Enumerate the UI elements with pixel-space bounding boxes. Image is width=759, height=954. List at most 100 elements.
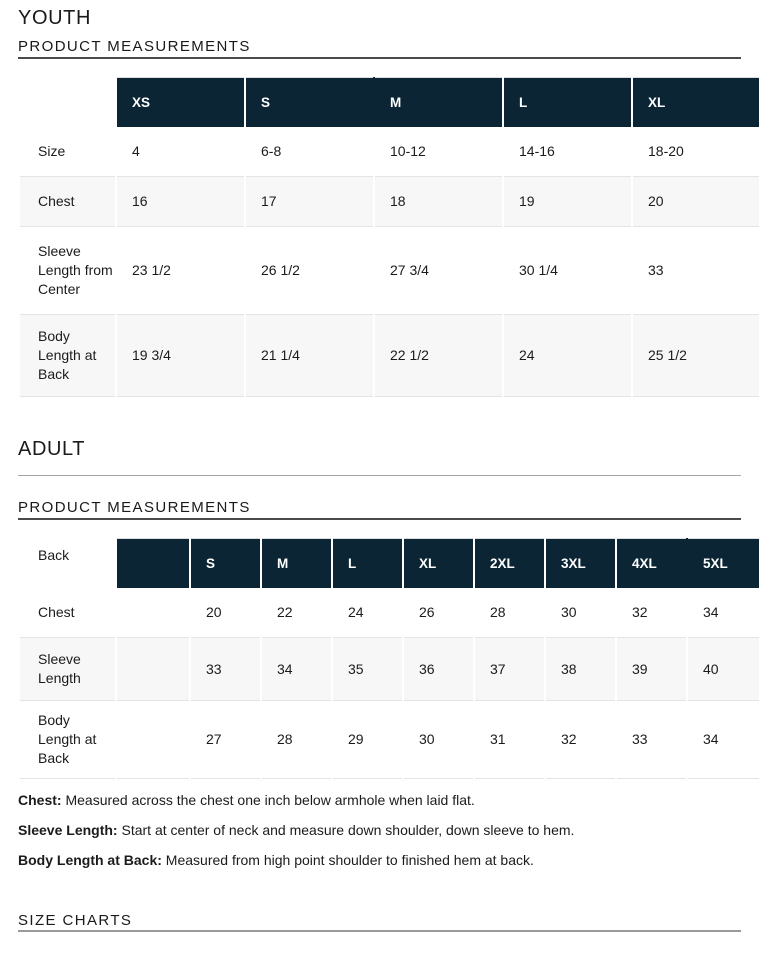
- note-body-length: Body Length at Back: Measured from high …: [18, 851, 759, 870]
- column-header-m: M: [262, 538, 331, 588]
- measurement-cell: 14-16: [519, 143, 555, 159]
- measurement-cell: 35: [333, 637, 402, 700]
- measurement-cell: 22 1/2: [375, 314, 502, 397]
- adult-heading: ADULT: [18, 438, 86, 460]
- adult-header-row: Back S M L XL 2XL 3XL 4XL 5XL: [20, 538, 759, 588]
- measurement-cell: 24: [504, 314, 631, 397]
- measurement-cell: 33: [191, 637, 260, 700]
- measurement-cell: 28: [490, 604, 506, 620]
- column-header-3xl: 3XL: [546, 538, 615, 588]
- measurement-cell: 22: [277, 604, 293, 620]
- measurement-cell: 30 1/4: [504, 226, 631, 314]
- table-row-sleeve-length: Sleeve Length from Center 23 1/2 26 1/2 …: [20, 226, 759, 314]
- measurement-cell: 18-20: [648, 143, 684, 159]
- section-divider: [18, 475, 741, 476]
- measurement-cell: 20: [633, 176, 759, 226]
- column-header-xl: XL: [404, 538, 473, 588]
- spacer-cell: [117, 588, 189, 637]
- measurement-cell: 17: [246, 176, 373, 226]
- row-label: Body Length at Back: [20, 700, 115, 779]
- youth-heading: YOUTH: [18, 7, 91, 29]
- note-text: Measured from high point shoulder to fin…: [165, 852, 534, 868]
- measurement-cell: 32: [546, 700, 615, 779]
- youth-section-title-rule: PRODUCT MEASUREMENTS: [18, 39, 741, 59]
- youth-section-title: PRODUCT MEASUREMENTS: [18, 38, 251, 55]
- measurement-cell: 26 1/2: [246, 226, 373, 314]
- measurement-cell: 33: [633, 226, 759, 314]
- column-header-xs: XS: [117, 77, 244, 127]
- measurement-cell: 6-8: [261, 143, 282, 159]
- measurement-cell: 26: [419, 604, 435, 620]
- measurement-cell: 16: [117, 176, 244, 226]
- column-header-l: L: [333, 538, 402, 588]
- measurement-cell: 30: [404, 700, 473, 779]
- column-header-xl: XL: [633, 77, 759, 127]
- size-chart-page: YOUTH PRODUCT MEASUREMENTS XS S M L XL S…: [18, 7, 759, 932]
- measurement-cell: 20: [206, 604, 222, 620]
- table-row-size: Size 4 6-8 10-12 14-16 18-20: [20, 127, 759, 176]
- measurement-cell: 27: [191, 700, 260, 779]
- row-label: Sleeve Length from Center: [20, 226, 115, 314]
- measurement-cell: 21 1/4: [246, 314, 373, 397]
- table-row-chest: Chest 16 17 18 19 20: [20, 176, 759, 226]
- measurement-cell: 40: [688, 637, 759, 700]
- column-header-s: S: [191, 538, 260, 588]
- note-sleeve-length: Sleeve Length: Start at center of neck a…: [18, 821, 759, 840]
- empty-header-cell: [117, 538, 189, 588]
- measurement-cell: 34: [688, 700, 759, 779]
- table-row-sleeve-length: Sleeve Length 33 34 35 36 37 38 39 40: [20, 637, 759, 700]
- measurement-cell: 18: [375, 176, 502, 226]
- measurement-cell: 19 3/4: [117, 314, 244, 397]
- measurement-cell: 31: [475, 700, 544, 779]
- adult-corner-cell: Back: [38, 547, 70, 563]
- column-header-s: S: [246, 77, 373, 127]
- note-text: Measured across the chest one inch below…: [65, 792, 475, 808]
- youth-header-row: XS S M L XL: [20, 77, 759, 127]
- adult-section-title: PRODUCT MEASUREMENTS: [18, 499, 251, 516]
- table-row-body-length: Body Length at Back 27 28 29 30 31 32 33…: [20, 700, 759, 779]
- measurement-cell: 34: [262, 637, 331, 700]
- measurement-cell: 38: [546, 637, 615, 700]
- row-label: Sleeve Length: [20, 637, 115, 700]
- row-label: Size: [38, 143, 66, 159]
- note-term: Body Length at Back:: [18, 852, 162, 868]
- column-header-m: M: [375, 77, 502, 127]
- measurement-cell: 25 1/2: [633, 314, 759, 397]
- size-charts-title: SIZE CHARTS: [18, 912, 133, 929]
- measurement-notes: Chest: Measured across the chest one inc…: [18, 791, 759, 870]
- measurement-cell: 28: [262, 700, 331, 779]
- note-term: Chest:: [18, 792, 62, 808]
- column-header-2xl: 2XL: [475, 538, 544, 588]
- measurement-cell: 36: [404, 637, 473, 700]
- adult-section-title-rule: PRODUCT MEASUREMENTS: [18, 500, 741, 520]
- measurement-cell: 29: [333, 700, 402, 779]
- measurement-cell: 23 1/2: [117, 226, 244, 314]
- measurement-cell: 32: [632, 604, 648, 620]
- measurement-cell: 10-12: [390, 143, 426, 159]
- measurement-cell: 4: [132, 143, 140, 159]
- column-header-4xl: 4XL: [617, 538, 686, 588]
- column-header-l: L: [504, 77, 631, 127]
- measurement-cell: 37: [475, 637, 544, 700]
- youth-corner-cell: [20, 77, 115, 127]
- measurement-cell: 30: [561, 604, 577, 620]
- youth-size-table: XS S M L XL Size 4 6-8 10-12 14-16 18-20…: [20, 77, 759, 397]
- spacer-cell: [117, 637, 189, 700]
- row-label: Chest: [20, 176, 115, 226]
- size-charts-title-rule: SIZE CHARTS: [18, 913, 741, 932]
- spacer-cell: [117, 700, 189, 779]
- table-row-body-length: Body Length at Back 19 3/4 21 1/4 22 1/2…: [20, 314, 759, 397]
- note-text: Start at center of neck and measure down…: [121, 822, 575, 838]
- adult-size-table: Back S M L XL 2XL 3XL 4XL 5XL Chest 20 2…: [20, 538, 759, 779]
- note-term: Sleeve Length:: [18, 822, 118, 838]
- measurement-cell: 19: [504, 176, 631, 226]
- row-label: Body Length at Back: [20, 314, 115, 397]
- measurement-cell: 39: [617, 637, 686, 700]
- measurement-cell: 34: [703, 604, 719, 620]
- table-row-chest: Chest 20 22 24 26 28 30 32 34: [20, 588, 759, 637]
- measurement-cell: 27 3/4: [375, 226, 502, 314]
- row-label: Chest: [38, 604, 75, 620]
- measurement-cell: 24: [348, 604, 364, 620]
- note-chest: Chest: Measured across the chest one inc…: [18, 791, 759, 810]
- measurement-cell: 33: [617, 700, 686, 779]
